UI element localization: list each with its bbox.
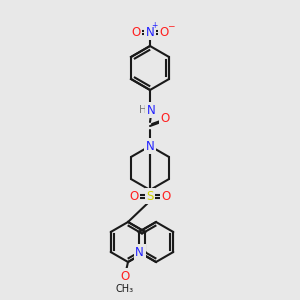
Text: N: N — [146, 140, 154, 152]
Text: O: O — [161, 190, 171, 202]
Text: +: + — [151, 20, 157, 29]
Text: O: O — [120, 269, 130, 283]
Text: N: N — [147, 103, 155, 116]
Text: O: O — [129, 190, 139, 202]
Text: O: O — [131, 26, 141, 38]
Text: O: O — [160, 112, 169, 124]
Text: H: H — [139, 105, 147, 115]
Text: O: O — [159, 26, 169, 38]
Text: −: − — [167, 22, 175, 31]
Text: N: N — [135, 245, 144, 259]
Text: S: S — [146, 190, 154, 202]
Text: N: N — [146, 26, 154, 38]
Text: CH₃: CH₃ — [116, 284, 134, 294]
